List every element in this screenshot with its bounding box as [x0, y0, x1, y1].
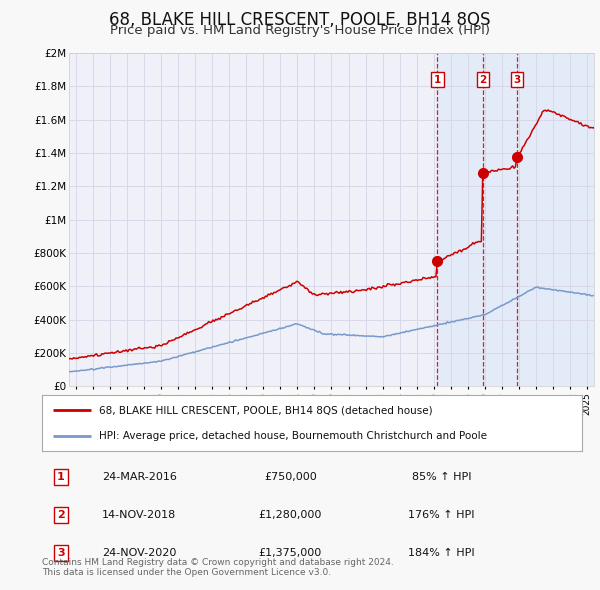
Text: 176% ↑ HPI: 176% ↑ HPI [409, 510, 475, 520]
Text: 24-MAR-2016: 24-MAR-2016 [102, 472, 176, 482]
Text: 1: 1 [434, 75, 441, 85]
Text: Contains HM Land Registry data © Crown copyright and database right 2024.
This d: Contains HM Land Registry data © Crown c… [42, 558, 394, 577]
Text: £1,280,000: £1,280,000 [259, 510, 322, 520]
Text: £1,375,000: £1,375,000 [259, 548, 322, 558]
Bar [437, 53, 594, 386]
Text: 24-NOV-2020: 24-NOV-2020 [102, 548, 176, 558]
Text: 184% ↑ HPI: 184% ↑ HPI [408, 548, 475, 558]
Text: HPI: Average price, detached house, Bournemouth Christchurch and Poole: HPI: Average price, detached house, Bour… [98, 431, 487, 441]
Text: £750,000: £750,000 [264, 472, 317, 482]
Text: 3: 3 [57, 548, 65, 558]
Text: 1: 1 [57, 472, 65, 482]
Text: 2: 2 [479, 75, 487, 85]
Text: Price paid vs. HM Land Registry's House Price Index (HPI): Price paid vs. HM Land Registry's House … [110, 24, 490, 37]
Text: 85% ↑ HPI: 85% ↑ HPI [412, 472, 472, 482]
Text: 68, BLAKE HILL CRESCENT, POOLE, BH14 8QS: 68, BLAKE HILL CRESCENT, POOLE, BH14 8QS [109, 11, 491, 29]
Text: 68, BLAKE HILL CRESCENT, POOLE, BH14 8QS (detached house): 68, BLAKE HILL CRESCENT, POOLE, BH14 8QS… [98, 405, 433, 415]
Text: 2: 2 [57, 510, 65, 520]
Text: 14-NOV-2018: 14-NOV-2018 [102, 510, 176, 520]
Text: 3: 3 [513, 75, 520, 85]
